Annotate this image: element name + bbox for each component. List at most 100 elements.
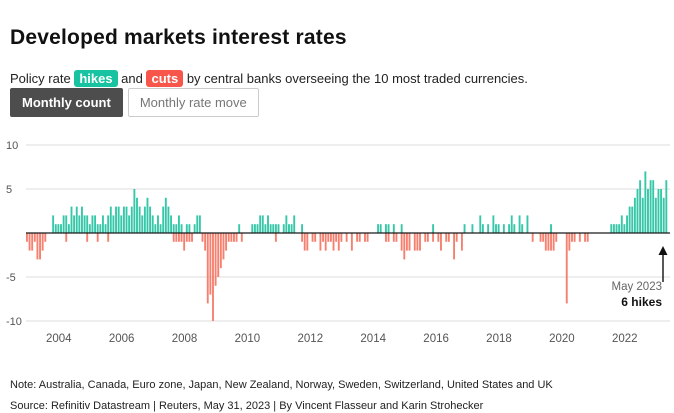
bar-hike[interactable] (623, 224, 626, 233)
bar-hike[interactable] (432, 224, 435, 233)
bar-hike[interactable] (180, 224, 183, 233)
bar-cut[interactable] (274, 233, 277, 242)
bar-hike[interactable] (112, 215, 115, 233)
bar-hike[interactable] (54, 224, 57, 233)
bar-hike[interactable] (293, 215, 296, 233)
bar-cut[interactable] (416, 233, 419, 251)
bar-cut[interactable] (201, 233, 204, 242)
bar-cut[interactable] (172, 233, 175, 242)
bar-hike[interactable] (125, 206, 128, 233)
bar-hike[interactable] (101, 215, 104, 233)
bar-hike[interactable] (104, 224, 107, 233)
bar-cut[interactable] (33, 233, 36, 242)
bar-hike[interactable] (662, 197, 665, 233)
bar-hike[interactable] (508, 224, 511, 233)
bar-hike[interactable] (618, 224, 621, 233)
bar-cut[interactable] (327, 233, 330, 242)
bar-hike[interactable] (109, 206, 112, 233)
bar-hike[interactable] (122, 206, 125, 233)
bar-hike[interactable] (639, 180, 642, 233)
bar-hike[interactable] (91, 215, 94, 233)
bar-cut[interactable] (565, 233, 568, 304)
bar-hike[interactable] (377, 224, 380, 233)
bar-cut[interactable] (222, 233, 225, 260)
bar-cut[interactable] (301, 233, 304, 242)
bar-cut[interactable] (453, 233, 456, 260)
bar-hike[interactable] (510, 215, 513, 233)
bar-cut[interactable] (539, 233, 542, 242)
bar-hike[interactable] (550, 224, 552, 233)
bar-cut[interactable] (219, 233, 222, 269)
bar-hike[interactable] (78, 215, 81, 233)
bar-hike[interactable] (198, 215, 201, 233)
bar-cut[interactable] (584, 233, 587, 242)
bar-cut[interactable] (542, 233, 545, 242)
bar-cut[interactable] (180, 233, 183, 242)
bar-cut[interactable] (426, 233, 429, 242)
bar-cut[interactable] (230, 233, 233, 242)
bar-cut[interactable] (340, 233, 343, 242)
toggle-monthly-rate-move[interactable]: Monthly rate move (127, 88, 259, 117)
bar-hike[interactable] (120, 215, 123, 233)
bar-cut[interactable] (65, 233, 68, 242)
bar-chart[interactable]: 10 5 -5 -10 2004 2006 2008 2010 2012 2014 2016 2018… (0, 130, 674, 355)
bar-hike[interactable] (641, 197, 644, 233)
bar-hike[interactable] (626, 215, 628, 233)
bar-cut[interactable] (392, 233, 395, 242)
bar-hike[interactable] (117, 206, 120, 233)
bar-cut[interactable] (356, 233, 359, 242)
bar-cut[interactable] (31, 233, 34, 251)
bar-hike[interactable] (612, 224, 615, 233)
bar-hike[interactable] (649, 180, 652, 233)
bar-hike[interactable] (479, 215, 482, 233)
bar-hike[interactable] (170, 215, 173, 233)
bar-hike[interactable] (481, 224, 484, 233)
bar-cut[interactable] (531, 233, 534, 242)
bar-hike[interactable] (167, 206, 170, 233)
bar-cut[interactable] (183, 233, 186, 251)
bar-cut[interactable] (437, 233, 440, 242)
bar-cut[interactable] (544, 233, 547, 251)
bar-hike[interactable] (379, 224, 382, 233)
bar-hike[interactable] (151, 215, 154, 233)
bar-cut[interactable] (419, 233, 421, 251)
bar-hike[interactable] (290, 224, 293, 233)
bar-cut[interactable] (571, 233, 573, 242)
bar-hike[interactable] (384, 224, 387, 233)
bar-cut[interactable] (400, 233, 403, 251)
bar-cut[interactable] (455, 233, 458, 242)
bar-hike[interactable] (193, 224, 196, 233)
bar-hike[interactable] (238, 224, 241, 233)
bar-cut[interactable] (322, 233, 324, 242)
bar-hike[interactable] (149, 206, 152, 233)
bar-cut[interactable] (188, 233, 191, 242)
bar-hike[interactable] (88, 224, 91, 233)
bar-cut[interactable] (573, 233, 576, 242)
bar-cut[interactable] (214, 233, 217, 286)
bar-hike[interactable] (128, 215, 131, 233)
bar-cut[interactable] (177, 233, 180, 242)
bar-cut[interactable] (175, 233, 178, 242)
bar-cut[interactable] (408, 233, 411, 251)
bar-hike[interactable] (497, 224, 500, 233)
bar-hike[interactable] (633, 197, 636, 233)
bar-cut[interactable] (41, 233, 44, 251)
bar-hike[interactable] (62, 215, 65, 233)
bar-cut[interactable] (586, 233, 589, 242)
bar-cut[interactable] (204, 233, 207, 251)
bar-hike[interactable] (387, 224, 390, 233)
toggle-monthly-count[interactable]: Monthly count (10, 88, 123, 117)
bar-hike[interactable] (521, 224, 524, 233)
bar-hike[interactable] (157, 215, 159, 233)
bar-hike[interactable] (75, 206, 78, 233)
bar-hike[interactable] (115, 206, 117, 233)
bar-hike[interactable] (277, 224, 280, 233)
bar-hike[interactable] (631, 206, 634, 233)
bar-cut[interactable] (191, 233, 193, 242)
bar-cut[interactable] (568, 233, 571, 251)
bar-hike[interactable] (644, 171, 647, 233)
bar-cut[interactable] (209, 233, 212, 295)
bar-hike[interactable] (256, 224, 259, 233)
bar-cut[interactable] (432, 233, 435, 242)
bar-hike[interactable] (657, 189, 660, 233)
